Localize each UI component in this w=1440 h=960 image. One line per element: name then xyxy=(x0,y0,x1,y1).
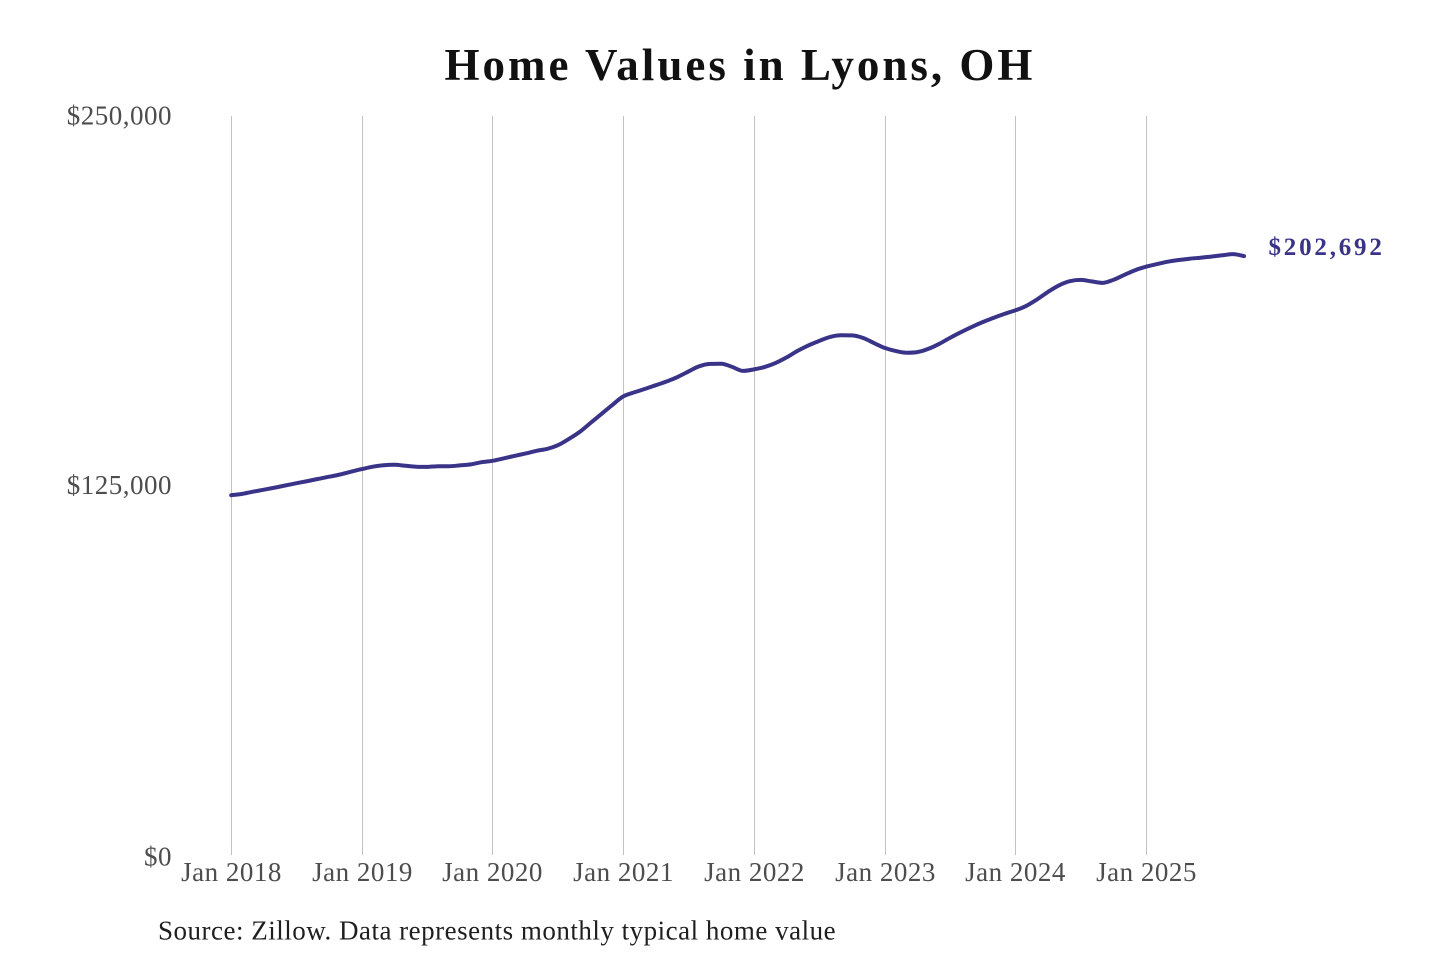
svg-text:Source: Zillow. Data represent: Source: Zillow. Data represents monthly … xyxy=(158,916,836,946)
svg-text:$0: $0 xyxy=(144,842,172,872)
svg-text:Jan 2018: Jan 2018 xyxy=(181,857,282,887)
svg-text:Jan 2025: Jan 2025 xyxy=(1096,857,1197,887)
svg-text:Jan 2024: Jan 2024 xyxy=(965,857,1066,887)
svg-text:Jan 2019: Jan 2019 xyxy=(312,857,413,887)
svg-text:Jan 2021: Jan 2021 xyxy=(573,857,674,887)
svg-text:Jan 2020: Jan 2020 xyxy=(442,857,543,887)
svg-text:Jan 2022: Jan 2022 xyxy=(704,857,805,887)
svg-text:$125,000: $125,000 xyxy=(67,470,172,500)
svg-text:Home Values in Lyons, OH: Home Values in Lyons, OH xyxy=(445,40,1036,90)
svg-text:Jan 2023: Jan 2023 xyxy=(835,857,936,887)
svg-text:$250,000: $250,000 xyxy=(67,101,172,131)
svg-text:$202,692: $202,692 xyxy=(1269,234,1385,261)
